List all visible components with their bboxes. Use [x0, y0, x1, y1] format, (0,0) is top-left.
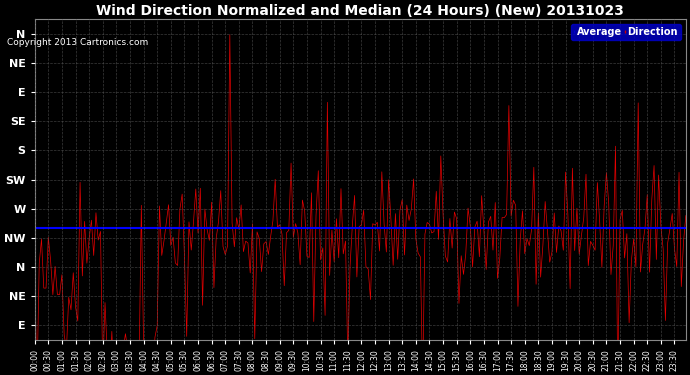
Legend: Average, Direction: Average, Direction — [571, 24, 681, 40]
Text: Copyright 2013 Cartronics.com: Copyright 2013 Cartronics.com — [7, 38, 148, 47]
Title: Wind Direction Normalized and Median (24 Hours) (New) 20131023: Wind Direction Normalized and Median (24… — [97, 4, 624, 18]
